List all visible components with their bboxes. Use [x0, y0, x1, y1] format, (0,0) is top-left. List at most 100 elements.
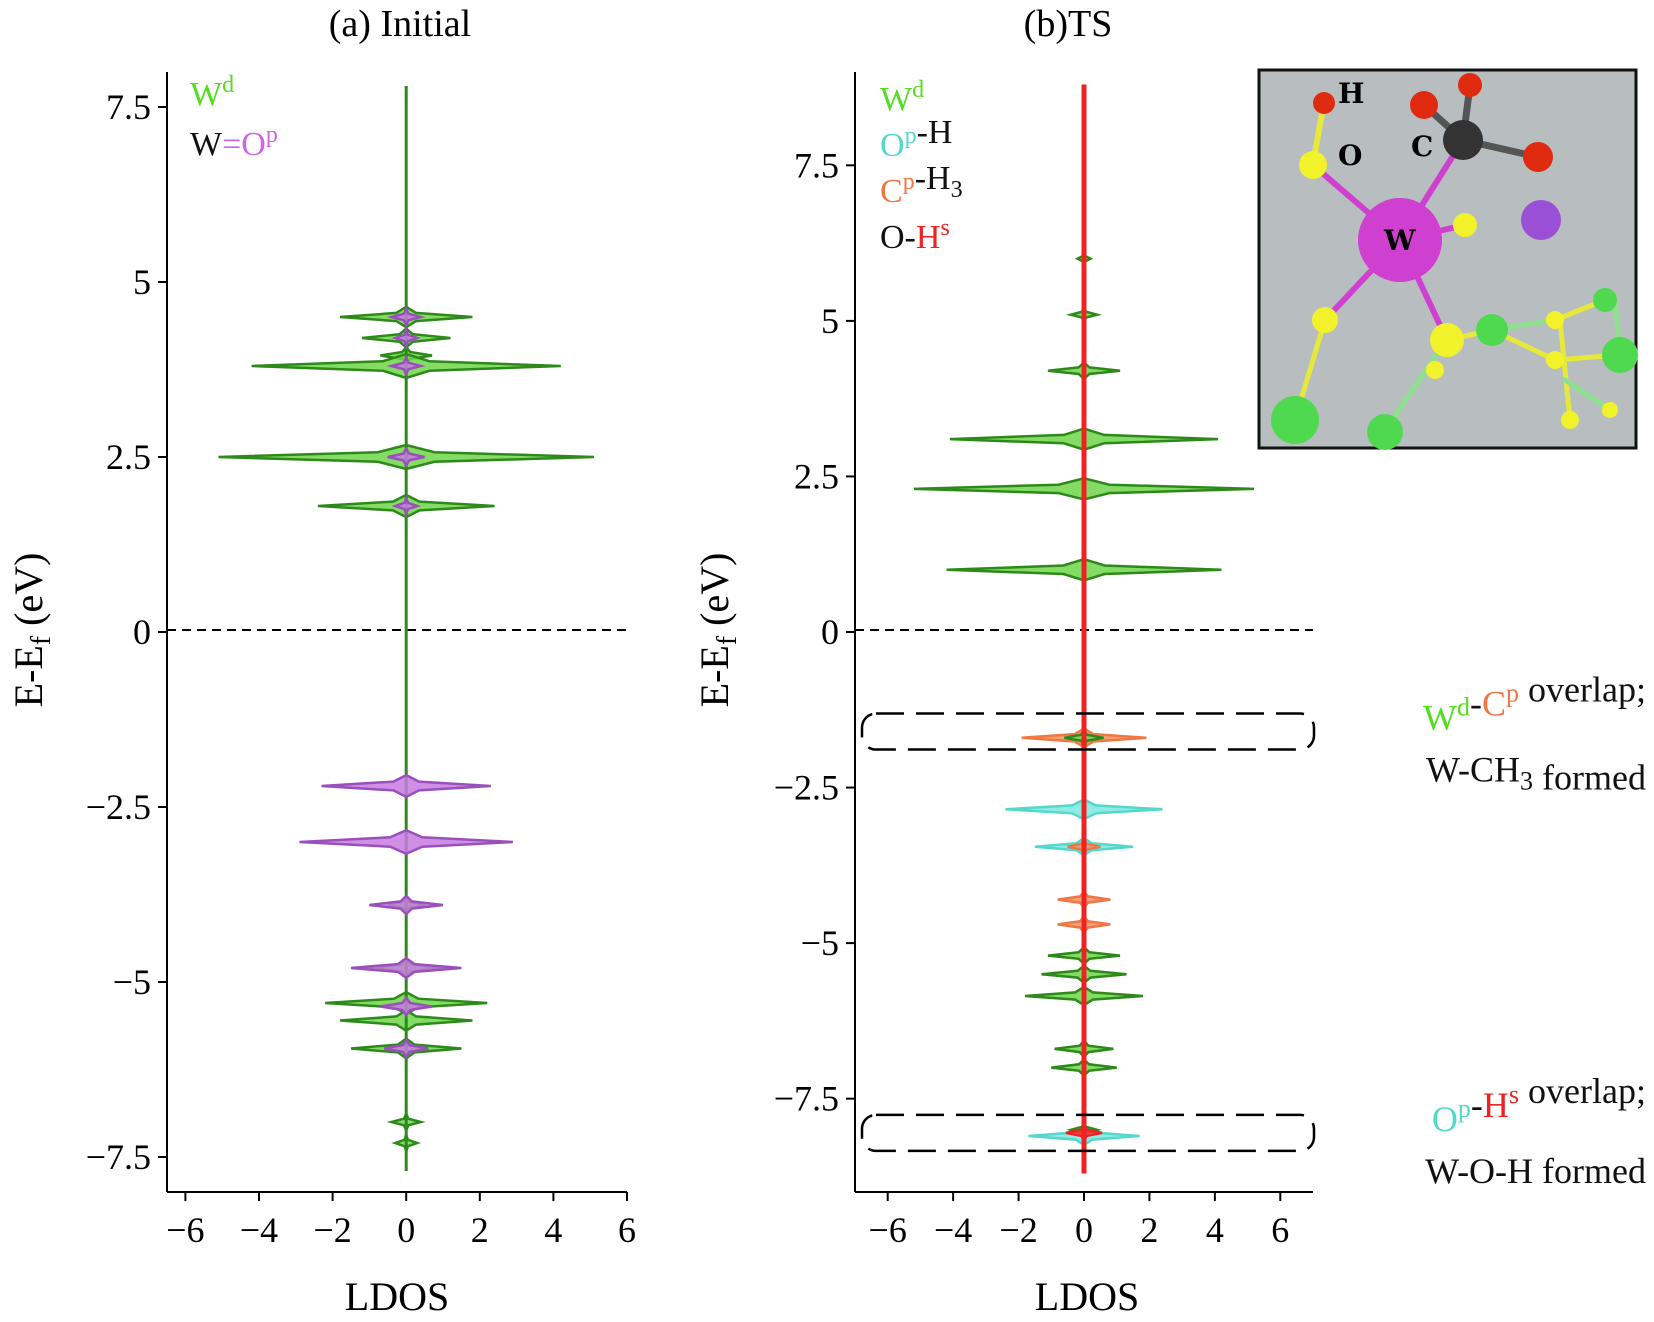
legend-entry: Wd	[190, 72, 234, 113]
y-tick-label: −7.5	[86, 1137, 151, 1177]
x-tick-label: −6	[869, 1210, 907, 1250]
atom-c	[1443, 120, 1483, 160]
annotation-text-part: d	[1457, 693, 1470, 722]
legend-text-part: p	[905, 123, 917, 149]
y-tick-label: −5	[113, 962, 151, 1002]
annotation-text-part: W-O-H formed	[1425, 1151, 1646, 1191]
annotation-text-part: overlap;	[1519, 1071, 1646, 1111]
legend-text-part: O-	[880, 219, 916, 256]
atom-h-methyl-2	[1458, 73, 1482, 97]
panel-b-title: (b)TS	[1024, 3, 1113, 45]
panel-b-y-label-main: E-E	[692, 645, 737, 707]
legend-text-part: p	[266, 122, 278, 148]
overlap-highlight-box	[860, 1113, 1316, 1153]
atom-h-methyl-1	[1410, 91, 1438, 119]
legend-text-part: W	[880, 81, 913, 118]
x-tick-label: 2	[1140, 1210, 1158, 1250]
x-tick-label: 0	[397, 1210, 415, 1250]
panel-a-y-label-unit: (eV)	[6, 553, 51, 636]
ldos-peak	[383, 1037, 429, 1060]
atom-o-5	[1312, 307, 1338, 333]
annotation-line: Wd-Cp overlap;	[1423, 670, 1646, 738]
legend-text-part: s	[940, 215, 949, 241]
atom-si-4	[1602, 337, 1638, 373]
ldos-peak	[387, 446, 425, 468]
annotation-line: W-O-H formed	[1425, 1151, 1646, 1191]
atom-si-3	[1367, 414, 1403, 450]
y-tick-label: −2.5	[774, 768, 839, 808]
legend-entry: Cp-H3	[880, 160, 963, 210]
atom-label-w: W	[1383, 224, 1416, 257]
atom-o-8	[1546, 311, 1564, 329]
annotation-text-part: -	[1471, 1085, 1483, 1125]
annotation-text-part: p	[1506, 679, 1519, 708]
atom-o-7	[1546, 351, 1564, 369]
annotation-text-part: s	[1509, 1080, 1519, 1109]
panel-a-y-label-sub: f	[26, 635, 57, 645]
annotation-text-part: -	[1470, 684, 1482, 724]
panel-b-y-ticks: 7.5 5 2.5 0 −2.5 −5 −7.5	[774, 145, 855, 1119]
atom-si-1	[1271, 396, 1319, 444]
annotation-text-part: overlap;	[1519, 670, 1646, 710]
atom-o-4	[1453, 213, 1477, 237]
legend-entry: W=Op	[190, 122, 278, 163]
x-tick-label: 6	[618, 1210, 636, 1250]
overlap-highlight-box	[860, 712, 1316, 751]
panel-a-x-ticks: −6 −4 −2 0 2 4 6	[166, 1192, 636, 1250]
x-tick-label: −2	[313, 1210, 351, 1250]
series-w-o-p	[299, 305, 513, 1060]
annotation-line: Op-Hs overlap;	[1432, 1071, 1646, 1139]
atom-label-o: O	[1338, 139, 1362, 172]
annotation-text-part: O	[1432, 1099, 1458, 1139]
legend-text-part: O	[880, 127, 905, 164]
legend-text-part: C	[880, 173, 903, 210]
bond-o10-si6	[1557, 317, 1573, 423]
atom-w	[1358, 198, 1442, 282]
bond-o6-si3	[1382, 337, 1450, 433]
x-tick-label: −6	[166, 1210, 204, 1250]
ldos-peak	[350, 956, 462, 980]
atom-si-2	[1476, 314, 1508, 346]
legend-text-part: =O	[222, 126, 266, 163]
legend-text-part: d	[222, 72, 234, 98]
series-o-h-s	[1065, 84, 1103, 1174]
annotation-text-part: p	[1458, 1094, 1471, 1123]
legend-entry: Wd	[880, 77, 924, 118]
panel-b-y-label: E-Ef (eV)	[692, 553, 743, 708]
y-tick-label: 7.5	[106, 87, 151, 127]
x-tick-label: −2	[999, 1210, 1037, 1250]
ldos-peak	[380, 995, 433, 1018]
panel-a-legend: Wd W=Op	[190, 72, 278, 163]
ldos-peak	[386, 354, 426, 378]
legend-text-part: p	[903, 169, 915, 195]
legend-entry: Op-H	[880, 114, 952, 164]
atom-k	[1521, 200, 1561, 240]
y-tick-label: −2.5	[86, 787, 151, 827]
panel-a-x-label: LDOS	[345, 1274, 449, 1319]
y-tick-label: 5	[821, 301, 839, 341]
legend-entry: O-Hs	[880, 215, 950, 256]
x-tick-label: −4	[240, 1210, 278, 1250]
atom-o-9	[1561, 411, 1579, 429]
atom-o-10	[1602, 402, 1618, 418]
panel-a-title: (a) Initial	[329, 3, 471, 45]
panel-b-y-label-unit: (eV)	[692, 553, 737, 636]
ldos-peak	[391, 494, 422, 518]
panel-b-x-ticks: −6 −4 −2 0 2 4 6	[869, 1192, 1289, 1250]
annotation-text-part: H	[1483, 1085, 1509, 1125]
annotation-text-part: W-CH	[1426, 750, 1520, 790]
annotation-line: W-CH3 formed	[1426, 750, 1646, 798]
inset-atoms	[1271, 73, 1638, 450]
structure-inset: H O C W	[1257, 68, 1638, 450]
x-tick-label: 4	[544, 1210, 562, 1250]
x-tick-label: 0	[1075, 1210, 1093, 1250]
atom-label-h: H	[1338, 77, 1364, 110]
annotation-text-part: C	[1482, 684, 1506, 724]
ldos-peak	[299, 828, 513, 856]
atom-label-c: C	[1411, 130, 1433, 163]
legend-text-part: H	[916, 219, 941, 256]
y-tick-label: 7.5	[794, 145, 839, 185]
y-tick-label: 0	[821, 612, 839, 652]
